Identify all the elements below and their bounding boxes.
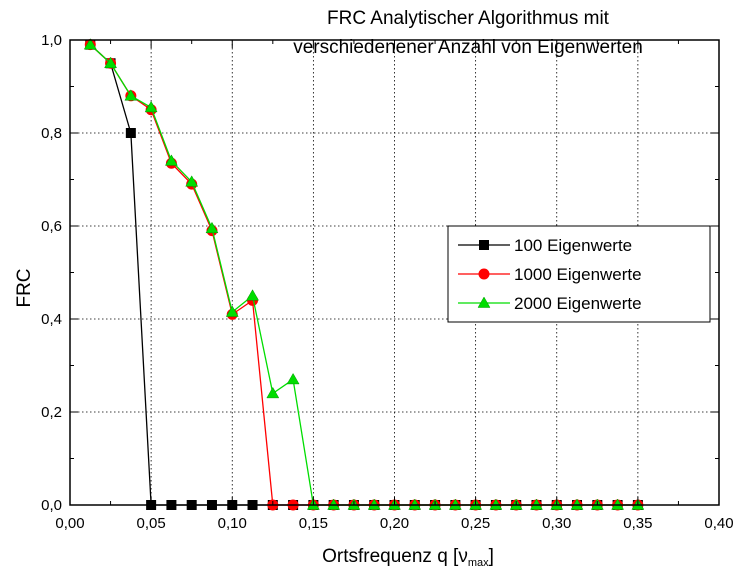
y-tick-label: 0,0 — [41, 497, 62, 514]
x-tick-label: 0,10 — [218, 515, 247, 532]
data-point — [164, 154, 178, 166]
x-tick-label: 0,40 — [704, 515, 733, 532]
data-point — [246, 289, 259, 301]
data-point — [144, 100, 158, 113]
x-axis-label: Ortsfrequenz q [νmax] — [322, 546, 494, 569]
y-axis-label: FRC — [14, 268, 35, 307]
chart-title-line-2: verschiedenener Anzahl von Eigenwerten — [293, 37, 643, 58]
x-tick-label: 0,05 — [137, 515, 166, 532]
legend-marker — [477, 296, 491, 308]
x-tick-label: 0,30 — [542, 515, 571, 532]
legend-label: 2000 Eigenwerte — [514, 294, 642, 313]
data-point — [225, 305, 239, 317]
x-axis-label-sub: max — [468, 557, 489, 569]
data-point — [286, 372, 300, 385]
data-point — [185, 175, 199, 187]
data-point — [104, 56, 117, 68]
legend-label: 100 Eigenwerte — [514, 236, 632, 255]
data-point — [125, 128, 136, 138]
x-axis-label-main: Ortsfrequenz q [ν — [322, 546, 468, 567]
data-point — [205, 221, 219, 234]
y-tick-label: 0,6 — [41, 218, 62, 235]
legend-marker — [479, 240, 489, 250]
x-tick-label: 0,15 — [299, 515, 328, 532]
legend-marker — [478, 268, 490, 280]
axis-ticks: 0,00 0,05 0,10 0,15 0,20 0,25 0,30 0,35 0,40 0,0 0… — [41, 32, 733, 532]
y-tick-label: 1,0 — [41, 32, 62, 49]
x-tick-label: 0,35 — [623, 515, 652, 532]
legend-label: 1000 Eigenwerte — [514, 265, 642, 284]
x-axis-label-close: ] — [489, 546, 494, 567]
y-tick-label: 0,2 — [41, 404, 62, 421]
data-point — [83, 38, 97, 50]
x-tick-label: 0,20 — [380, 515, 409, 532]
x-tick-label: 0,25 — [461, 515, 490, 532]
legend: 100 Eigenwerte 1000 Eigenwerte 2000 Eigenw… — [447, 225, 711, 323]
y-tick-label: 0,4 — [41, 311, 62, 328]
data-point — [124, 89, 138, 101]
y-tick-label: 0,8 — [41, 125, 62, 142]
data-point — [266, 386, 280, 399]
chart-title-line-1: FRC Analytischer Algorithmus mit — [327, 8, 610, 29]
x-tick-label: 0,00 — [55, 515, 84, 532]
